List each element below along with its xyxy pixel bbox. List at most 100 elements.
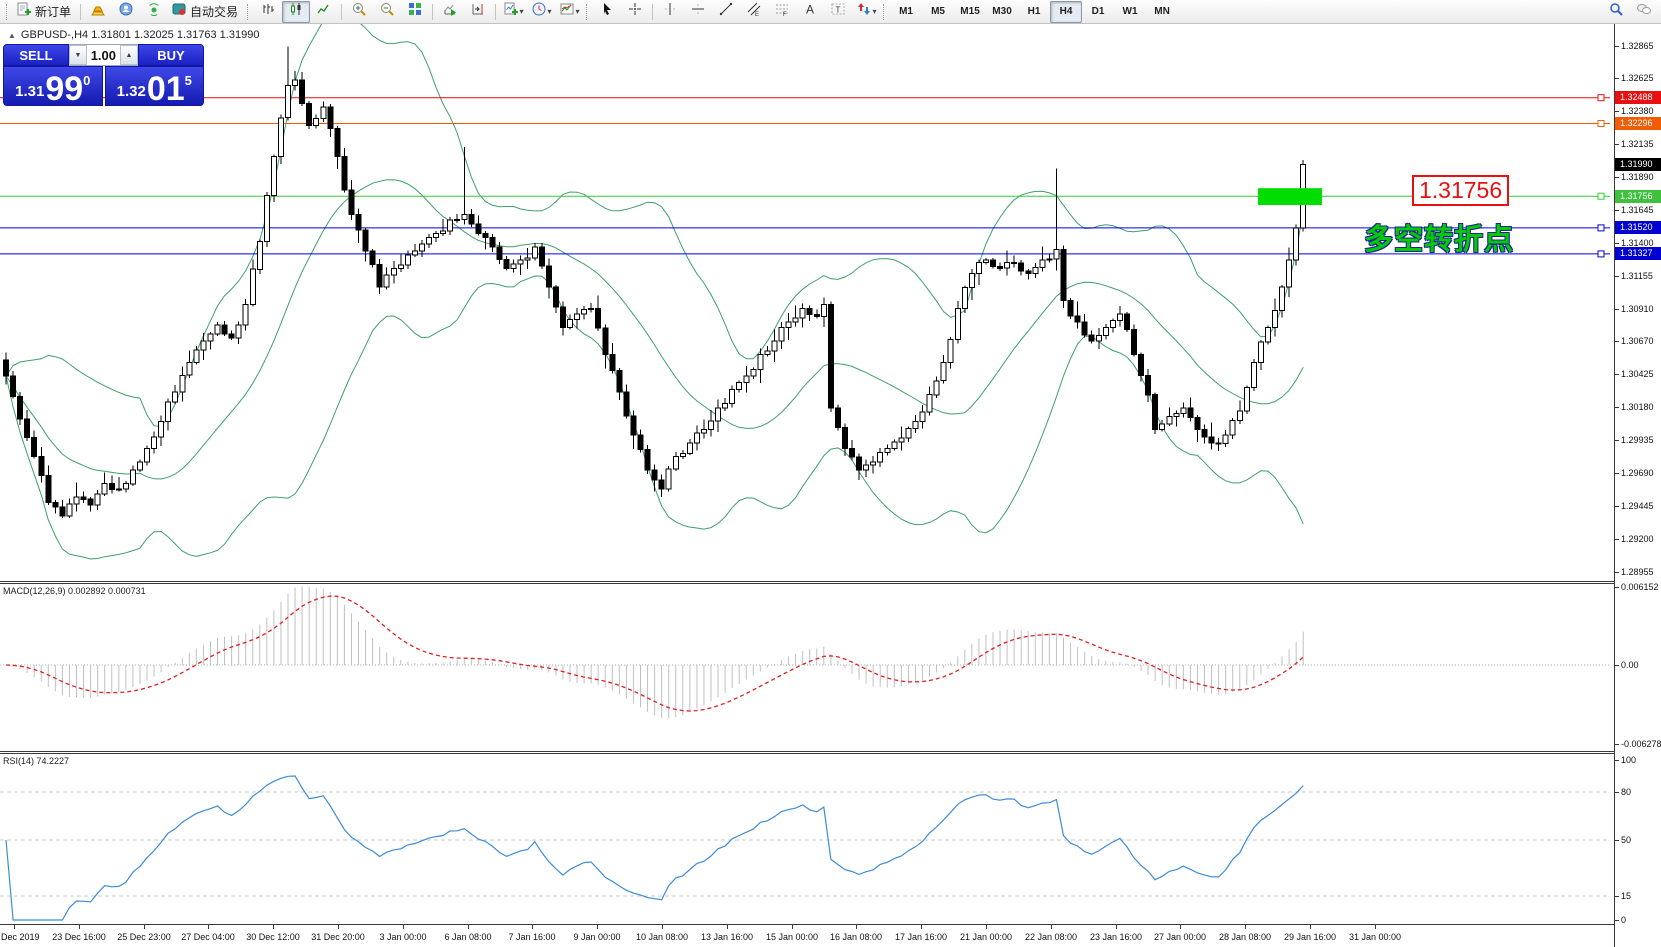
chevron-down-icon[interactable]: ▾ (575, 7, 580, 16)
chevron-down-icon[interactable]: ▾ (872, 7, 877, 16)
time-tick (338, 925, 339, 929)
main-price-chart[interactable] (0, 24, 1614, 581)
panel-separator[interactable] (0, 581, 1661, 584)
timeframe-m1[interactable]: M1 (899, 6, 913, 17)
price-scale[interactable]: 1.32865 1.32625 1.32380 1.32135 1.31890 1.316… (1614, 24, 1661, 947)
horizontal-level-lines[interactable] (0, 94, 1610, 258)
toolbar-grip (247, 3, 251, 20)
fibo-icon: F (774, 1, 790, 22)
collapse-panel-icon[interactable]: ▲ (8, 31, 16, 40)
sell-button[interactable]: SELL (3, 44, 69, 66)
timeframe-d1[interactable]: D1 (1091, 6, 1105, 17)
price-tick-label: 1.30180 (1615, 402, 1654, 412)
periods-button[interactable]: ▾ (527, 1, 555, 23)
buy-price-sup: 5 (184, 73, 192, 88)
search-button[interactable] (1602, 1, 1630, 23)
price-callout-label[interactable]: 1.31756 (1412, 175, 1510, 206)
community-button[interactable] (112, 1, 140, 23)
template-icon (559, 1, 575, 22)
trendline-button[interactable] (712, 1, 740, 23)
sell-price-display[interactable]: 1.31 99 0 (3, 66, 103, 106)
new-order-icon (16, 1, 32, 22)
candles-series (3, 46, 1307, 519)
toolbar-separator (341, 3, 343, 20)
macd-axis-label: -0.006278 (1615, 739, 1661, 749)
chat-button[interactable] (1630, 1, 1658, 23)
ohlc-readout: GBPUSD-,H4 1.31801 1.32025 1.31763 1.319… (20, 29, 260, 41)
timeframe-m15[interactable]: M15 (960, 6, 980, 17)
templates-button[interactable]: ▾ (555, 1, 583, 23)
time-tick (1180, 925, 1181, 929)
buy-price-display[interactable]: 1.32 01 5 (104, 66, 204, 106)
time-tick-label: 31 Dec 20:00 (311, 932, 365, 942)
time-tick-label: 27 Dec 04:00 (181, 932, 235, 942)
auto-scroll-button[interactable] (436, 1, 464, 23)
zoom-in-button[interactable] (345, 1, 373, 23)
time-axis[interactable]: 20 Dec 2019 23 Dec 16:00 25 Dec 23:00 27 De… (0, 924, 1614, 947)
time-tick (597, 925, 598, 929)
timeframe-h4[interactable]: H4 (1050, 0, 1083, 23)
tile-windows-button[interactable] (401, 1, 429, 23)
toolbar-separator (495, 3, 497, 20)
time-tick (1310, 925, 1311, 929)
autotrade-button[interactable]: 自动交易 (168, 1, 244, 23)
buy-button[interactable]: BUY (138, 44, 204, 66)
timeframe-m5[interactable]: M5 (931, 6, 945, 17)
line-chart-button[interactable] (310, 1, 338, 23)
rsi-axis-label: 80 (1614, 787, 1632, 797)
bollinger-lower-line (5, 275, 1304, 560)
highlight-rectangle[interactable] (1258, 188, 1322, 205)
timeframe-w1[interactable]: W1 (1122, 6, 1138, 17)
zoom-out-button[interactable] (373, 1, 401, 23)
vline-button[interactable] (656, 1, 684, 23)
time-tick-label: 16 Jan 08:00 (829, 932, 883, 942)
cursor-button[interactable] (593, 1, 621, 23)
time-tick (14, 925, 15, 929)
channel-button[interactable]: E (740, 1, 768, 23)
toolbar-separator (652, 3, 654, 20)
hline-button[interactable] (684, 1, 712, 23)
fibonacci-button[interactable]: F (768, 1, 796, 23)
volume-stepper[interactable]: ▼ 1.00 ▲ (69, 44, 138, 66)
indicators-icon (503, 1, 519, 22)
price-tick-label: 1.29935 (1615, 435, 1654, 445)
price-tick-label: 1.32380 (1615, 106, 1654, 116)
label-button[interactable]: T (824, 1, 852, 23)
rsi-panel[interactable] (0, 754, 1614, 924)
time-tick-label: 7 Jan 16:00 (508, 932, 556, 942)
panel-separator[interactable] (0, 751, 1661, 754)
chart-shift-button[interactable] (464, 1, 492, 23)
level-line-handle (1597, 120, 1605, 127)
toolbar-grip (586, 3, 590, 20)
gold-button[interactable] (84, 1, 112, 23)
time-tick (468, 925, 469, 929)
toolbar-separator (80, 3, 82, 20)
price-tick-label: 1.32625 (1615, 73, 1654, 83)
timeframe-h1[interactable]: H1 (1027, 6, 1041, 17)
time-tick (403, 925, 404, 929)
signals-button[interactable] (140, 1, 168, 23)
volume-decrease-icon[interactable]: ▼ (69, 45, 87, 65)
macd-panel[interactable] (0, 584, 1614, 751)
time-tick (856, 925, 857, 929)
crosshair-button[interactable] (621, 1, 649, 23)
volume-increase-icon[interactable]: ▲ (120, 45, 138, 65)
volume-value[interactable]: 1.00 (90, 47, 116, 63)
arrows-button[interactable]: ▾ (852, 1, 880, 23)
timeframe-m30[interactable]: M30 (992, 6, 1012, 17)
timeframe-mn[interactable]: MN (1154, 6, 1170, 17)
chevron-down-icon[interactable]: ▾ (547, 7, 552, 16)
candlestick-button[interactable] (282, 0, 311, 23)
bar-chart-button[interactable] (254, 1, 282, 23)
trendline-icon (718, 1, 734, 22)
signals-icon (146, 1, 162, 22)
indicators-button[interactable]: ▾ (499, 1, 527, 23)
time-tick-label: 13 Jan 16:00 (700, 932, 754, 942)
text-button[interactable]: A (796, 1, 824, 23)
time-tick-label: 23 Dec 16:00 (52, 932, 106, 942)
time-tick (986, 925, 987, 929)
chart-area[interactable]: 1.32865 1.32625 1.32380 1.32135 1.31890 1.316… (0, 24, 1661, 947)
chevron-down-icon[interactable]: ▾ (519, 7, 524, 16)
new-order-button[interactable]: 新订单 (13, 1, 77, 23)
chart-text-annotation[interactable]: 多空转折点 (1363, 224, 1514, 256)
